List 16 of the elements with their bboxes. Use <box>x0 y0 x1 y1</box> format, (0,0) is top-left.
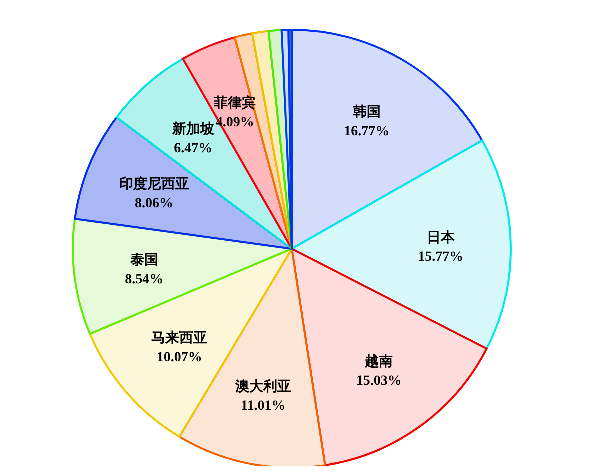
slice-label: 马来西亚 <box>152 330 208 347</box>
slice-label: 日本 <box>426 230 456 246</box>
data-label: 8.54% <box>125 272 164 288</box>
data-label: 15.03% <box>356 374 402 389</box>
slice-label: 韩国 <box>352 104 381 120</box>
slice-label: 澳大利亚 <box>234 379 292 396</box>
slice-label: 泰国 <box>129 252 158 268</box>
slice-label: 印度尼西亚 <box>119 175 190 192</box>
data-label: 6.47% <box>174 141 213 156</box>
data-label: 10.07% <box>156 350 202 366</box>
data-label: 16.77% <box>344 124 390 140</box>
data-label: 8.06% <box>135 196 174 212</box>
data-label: 15.77% <box>418 250 464 265</box>
slice-label: 新加坡 <box>171 120 216 138</box>
slice-label: 越南 <box>364 354 394 370</box>
data-label: 11.01% <box>241 399 286 414</box>
